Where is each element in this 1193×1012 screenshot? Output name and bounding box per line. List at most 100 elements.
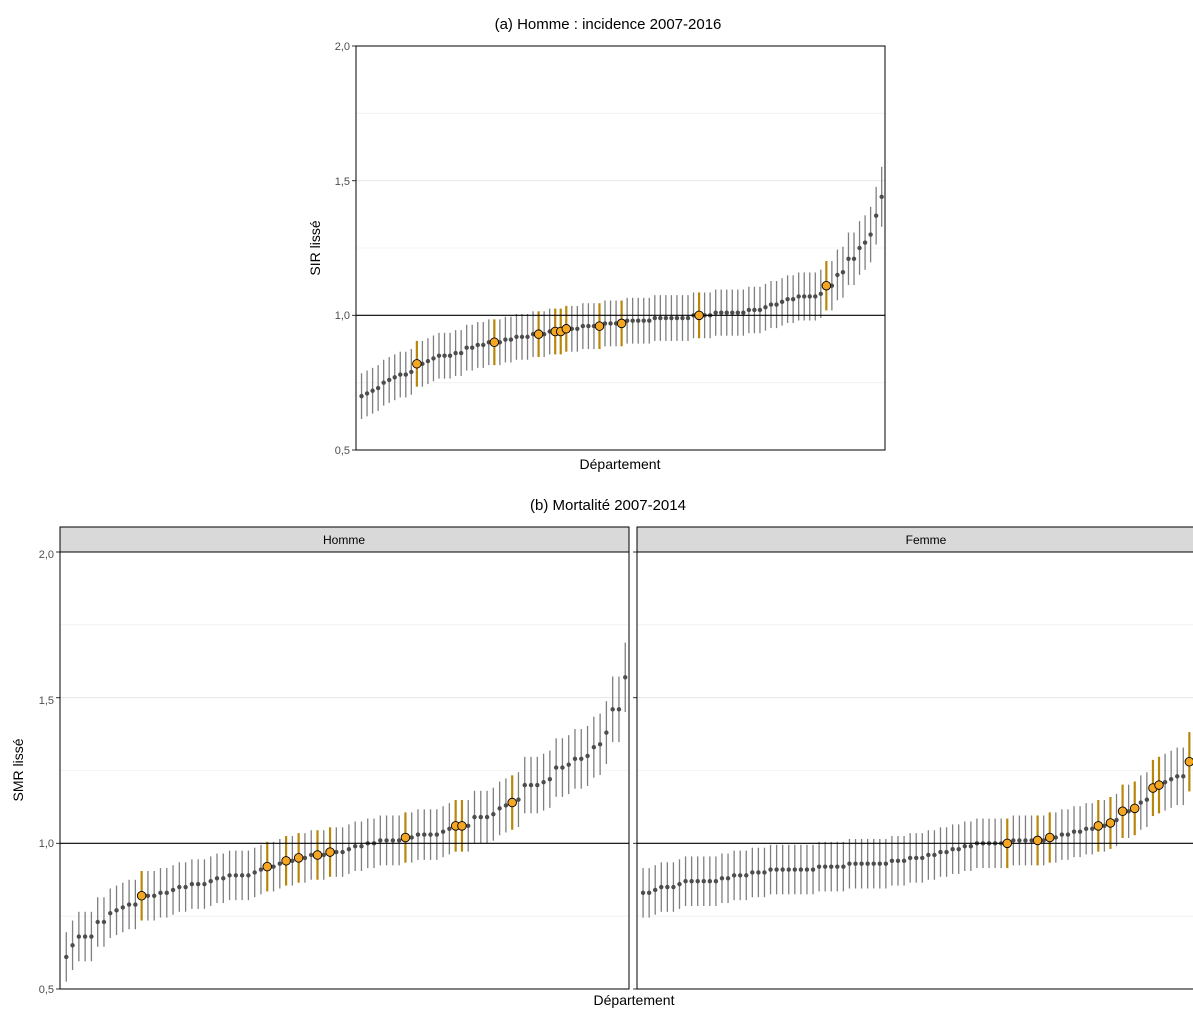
chart-a-ytick-label: 0,5 bbox=[335, 445, 350, 457]
chart-a-highlight-point bbox=[616, 318, 627, 329]
chart-b-femme-point bbox=[689, 879, 694, 884]
chart-a-point bbox=[802, 294, 807, 299]
chart-b-femme-point bbox=[762, 870, 767, 875]
chart-b-femme-point bbox=[968, 844, 974, 849]
chart-a-point bbox=[724, 310, 729, 315]
chart-a-point bbox=[873, 213, 879, 218]
chart-b-femme-point bbox=[883, 861, 889, 866]
chart-b-femme-point bbox=[1077, 829, 1083, 834]
chart-b-femme-point bbox=[1083, 826, 1089, 831]
chart-b-femme-point bbox=[938, 849, 943, 855]
chart-b-femme-point bbox=[750, 870, 755, 875]
chart-b-femme-point bbox=[1041, 838, 1046, 843]
chart-b-femme-point bbox=[653, 887, 658, 893]
chart-b-femme-point bbox=[731, 873, 737, 878]
chart-a-point bbox=[879, 194, 884, 200]
facet-label-homme: Homme bbox=[323, 533, 365, 547]
chart-b-homme-point bbox=[579, 756, 584, 762]
chart-b-homme-point bbox=[334, 849, 339, 855]
chart-a-highlight-point bbox=[561, 324, 572, 334]
chart-b-femme-point bbox=[792, 867, 798, 872]
chart-a-point bbox=[475, 342, 480, 348]
chart-a-highlight-point bbox=[694, 310, 704, 321]
chart-a-point bbox=[464, 345, 469, 350]
chart-b-ytick-label: 0,5 bbox=[39, 984, 54, 996]
chart-a-point bbox=[785, 296, 790, 302]
chart-b-homme-point bbox=[566, 762, 571, 767]
chart-b-femme-point bbox=[895, 858, 901, 864]
chart-a-point bbox=[503, 337, 508, 342]
chart-a-highlight-point bbox=[489, 337, 500, 348]
chart-b-homme-point bbox=[64, 954, 69, 960]
chart-b-femme-point bbox=[737, 873, 743, 878]
chart-a-point bbox=[636, 318, 641, 323]
chart-b-femme-point bbox=[835, 864, 840, 869]
chart-b-femme-point bbox=[853, 861, 858, 866]
chart-b-femme-highlight-point bbox=[1093, 821, 1104, 831]
chart-a-ytick-label: 1,0 bbox=[335, 310, 350, 322]
chart-b-homme-highlight-point bbox=[312, 850, 323, 860]
chart-b-homme-point bbox=[541, 779, 546, 785]
chart-a-point bbox=[359, 393, 364, 399]
chart-b-femme-point bbox=[1162, 779, 1168, 785]
chart-b-homme-highlight-point bbox=[262, 861, 273, 872]
chart-b-homme-point bbox=[233, 873, 239, 878]
chart-b-homme-point bbox=[164, 890, 169, 896]
chart-a-highlight-point bbox=[821, 280, 832, 291]
chart-b-homme-point bbox=[447, 826, 452, 831]
chart-a-point bbox=[442, 353, 447, 358]
chart-b-femme-point bbox=[914, 855, 919, 861]
chart-a-point bbox=[514, 334, 519, 340]
chart-b-homme-point bbox=[246, 873, 251, 878]
chart-a-point bbox=[403, 372, 409, 377]
chart-a-point bbox=[857, 245, 862, 251]
chart-b-homme-point bbox=[440, 829, 446, 834]
chart-b-panel-homme bbox=[56, 551, 629, 990]
chart-a-point bbox=[641, 318, 646, 323]
chart-a-ytick-label: 1,5 bbox=[335, 176, 350, 188]
chart-b-homme-point bbox=[553, 765, 559, 770]
chart-a-point bbox=[398, 372, 403, 377]
chart-b-homme-point bbox=[359, 844, 364, 849]
chart-b-homme-point bbox=[597, 742, 603, 747]
chart-a-point bbox=[669, 315, 674, 321]
chart-b-homme-highlight-point bbox=[281, 856, 291, 866]
chart-a-point bbox=[719, 310, 724, 315]
chart-b-femme-highlight-point bbox=[1105, 818, 1116, 828]
chart-b-homme-point bbox=[82, 934, 88, 939]
chart-b-femme-point bbox=[950, 846, 955, 852]
chart-b-femme-highlight-point bbox=[1129, 803, 1140, 814]
chart-b-homme-point bbox=[390, 838, 396, 843]
chart-b-homme-point bbox=[76, 934, 82, 939]
chart-b-homme-point bbox=[177, 884, 182, 890]
chart-b-panel-femme bbox=[633, 551, 1193, 990]
chart-a-point bbox=[746, 307, 752, 313]
chart-a-point bbox=[851, 256, 857, 261]
chart-b-homme-point bbox=[133, 902, 138, 907]
chart-b-femme-point bbox=[907, 855, 913, 861]
chart-b-femme-point bbox=[768, 867, 773, 872]
chart-a-point bbox=[779, 299, 785, 305]
chart-b-femme-point bbox=[889, 858, 895, 864]
chart-a-point bbox=[525, 334, 530, 340]
chart-b-femme-highlight-point bbox=[1154, 780, 1164, 790]
chart-b-homme-point bbox=[616, 707, 622, 712]
chart-b-femme-point bbox=[713, 879, 719, 884]
chart-a-point bbox=[431, 356, 436, 361]
chart-b-homme-point bbox=[434, 832, 440, 837]
chart-a-point bbox=[458, 350, 464, 356]
chart-a-ytick-label: 2,0 bbox=[335, 41, 350, 53]
chart-b-femme-point bbox=[841, 864, 846, 869]
chart-b-femme-point bbox=[816, 864, 822, 869]
chart-b-femme-point bbox=[859, 861, 864, 866]
chart-a-ylabel: SIR lissé bbox=[307, 220, 323, 275]
chart-a-highlight-point bbox=[594, 321, 605, 331]
chart-b-femme-highlight-point bbox=[1002, 838, 1013, 849]
chart-a-point bbox=[436, 353, 442, 358]
chart-a-point bbox=[840, 270, 846, 275]
chart-b-homme-point bbox=[478, 814, 483, 820]
chart-b-homme-border bbox=[59, 551, 630, 990]
chart-a-point bbox=[763, 305, 768, 310]
chart-a-point bbox=[387, 377, 392, 383]
chart-a-point bbox=[846, 256, 851, 261]
